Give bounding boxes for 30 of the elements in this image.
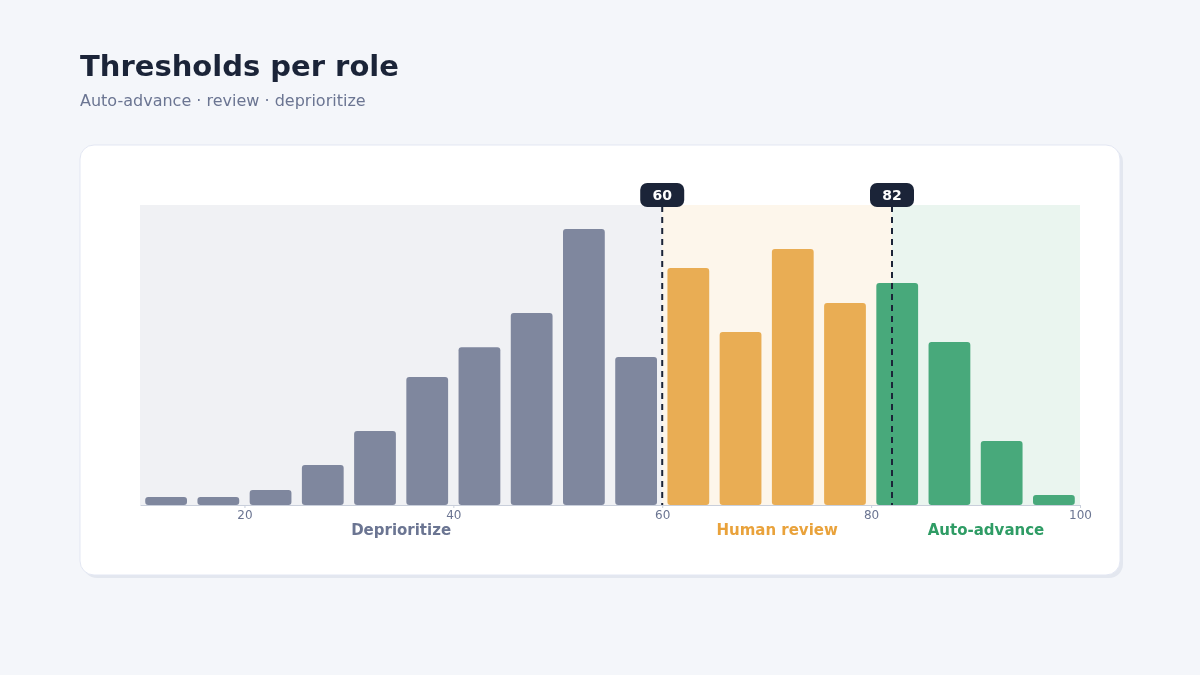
bar [980,440,1023,505]
bar [406,376,449,505]
bar [354,431,396,505]
bar [771,248,814,505]
band-label: Deprioritize [351,521,452,539]
bar [1033,495,1075,505]
bar [928,341,971,505]
bar [458,347,501,505]
band-label: Human review [716,521,838,539]
bar [719,331,762,505]
bar [824,302,866,505]
bar [615,357,657,505]
bar [301,464,344,505]
band-label: Auto-advance [927,521,1045,539]
bar [510,312,553,505]
chart-subtitle: Auto-advance · review · deprioritize [80,91,366,110]
bar [249,490,292,505]
bar [197,497,240,505]
x-tick-label: 40 [446,507,462,522]
x-tick-label: 20 [237,507,253,522]
ref-line-label: 82 [882,187,902,203]
bar [563,229,605,505]
ref-line-label: 60 [652,187,673,203]
bar [876,283,919,505]
x-tick-label: 80 [863,507,880,522]
x-tick-label: 60 [655,507,671,522]
bar [145,497,187,505]
x-tick-label: 100 [1069,507,1092,522]
chart-title: Thresholds per role [80,49,399,83]
bar [667,267,710,505]
